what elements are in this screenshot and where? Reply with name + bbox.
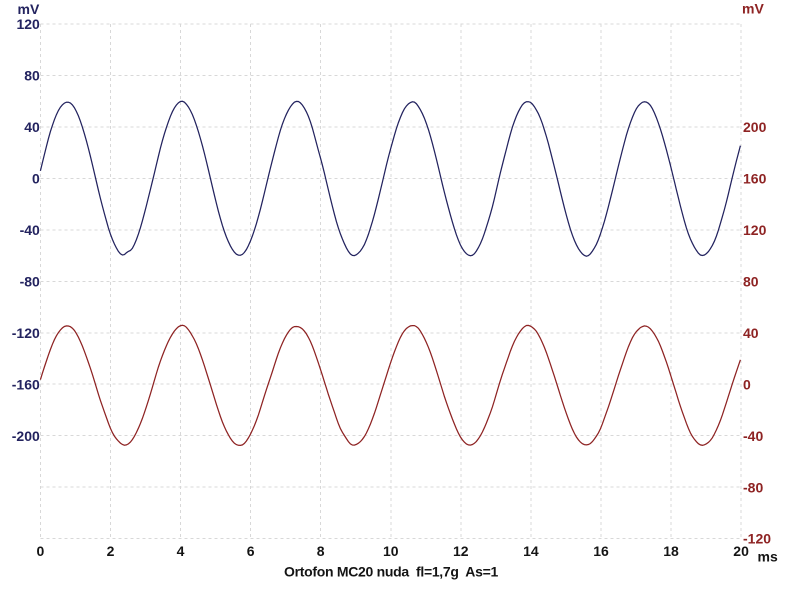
svg-text:ms: ms bbox=[758, 549, 778, 565]
svg-text:-160: -160 bbox=[12, 376, 40, 392]
svg-text:0: 0 bbox=[37, 543, 45, 559]
svg-text:40: 40 bbox=[24, 119, 40, 135]
svg-text:18: 18 bbox=[663, 543, 679, 559]
svg-text:0: 0 bbox=[743, 376, 751, 392]
svg-text:-120: -120 bbox=[743, 531, 771, 547]
svg-text:12: 12 bbox=[453, 543, 469, 559]
svg-text:120: 120 bbox=[743, 222, 767, 238]
svg-text:mV: mV bbox=[742, 1, 764, 17]
svg-text:160: 160 bbox=[743, 171, 767, 187]
svg-text:10: 10 bbox=[383, 543, 399, 559]
svg-text:40: 40 bbox=[743, 325, 759, 341]
svg-text:200: 200 bbox=[743, 119, 767, 135]
svg-text:6: 6 bbox=[247, 543, 255, 559]
svg-text:8: 8 bbox=[317, 543, 325, 559]
svg-text:4: 4 bbox=[177, 543, 185, 559]
svg-text:-80: -80 bbox=[743, 479, 763, 495]
svg-text:80: 80 bbox=[743, 274, 759, 290]
svg-text:-200: -200 bbox=[12, 428, 40, 444]
svg-text:16: 16 bbox=[593, 543, 609, 559]
svg-text:14: 14 bbox=[523, 543, 539, 559]
svg-text:80: 80 bbox=[24, 68, 40, 84]
svg-text:-40: -40 bbox=[20, 222, 40, 238]
svg-text:2: 2 bbox=[107, 543, 115, 559]
svg-text:mV: mV bbox=[18, 1, 40, 17]
svg-text:-120: -120 bbox=[12, 325, 40, 341]
svg-text:-40: -40 bbox=[743, 428, 763, 444]
svg-text:120: 120 bbox=[16, 16, 40, 32]
svg-text:-80: -80 bbox=[20, 274, 40, 290]
svg-text:Ortofon MC20 nuda fl=1,7g As: Ortofon MC20 nuda fl=1,7g As=1 bbox=[284, 564, 498, 580]
svg-text:0: 0 bbox=[32, 171, 40, 187]
svg-text:20: 20 bbox=[733, 543, 749, 559]
